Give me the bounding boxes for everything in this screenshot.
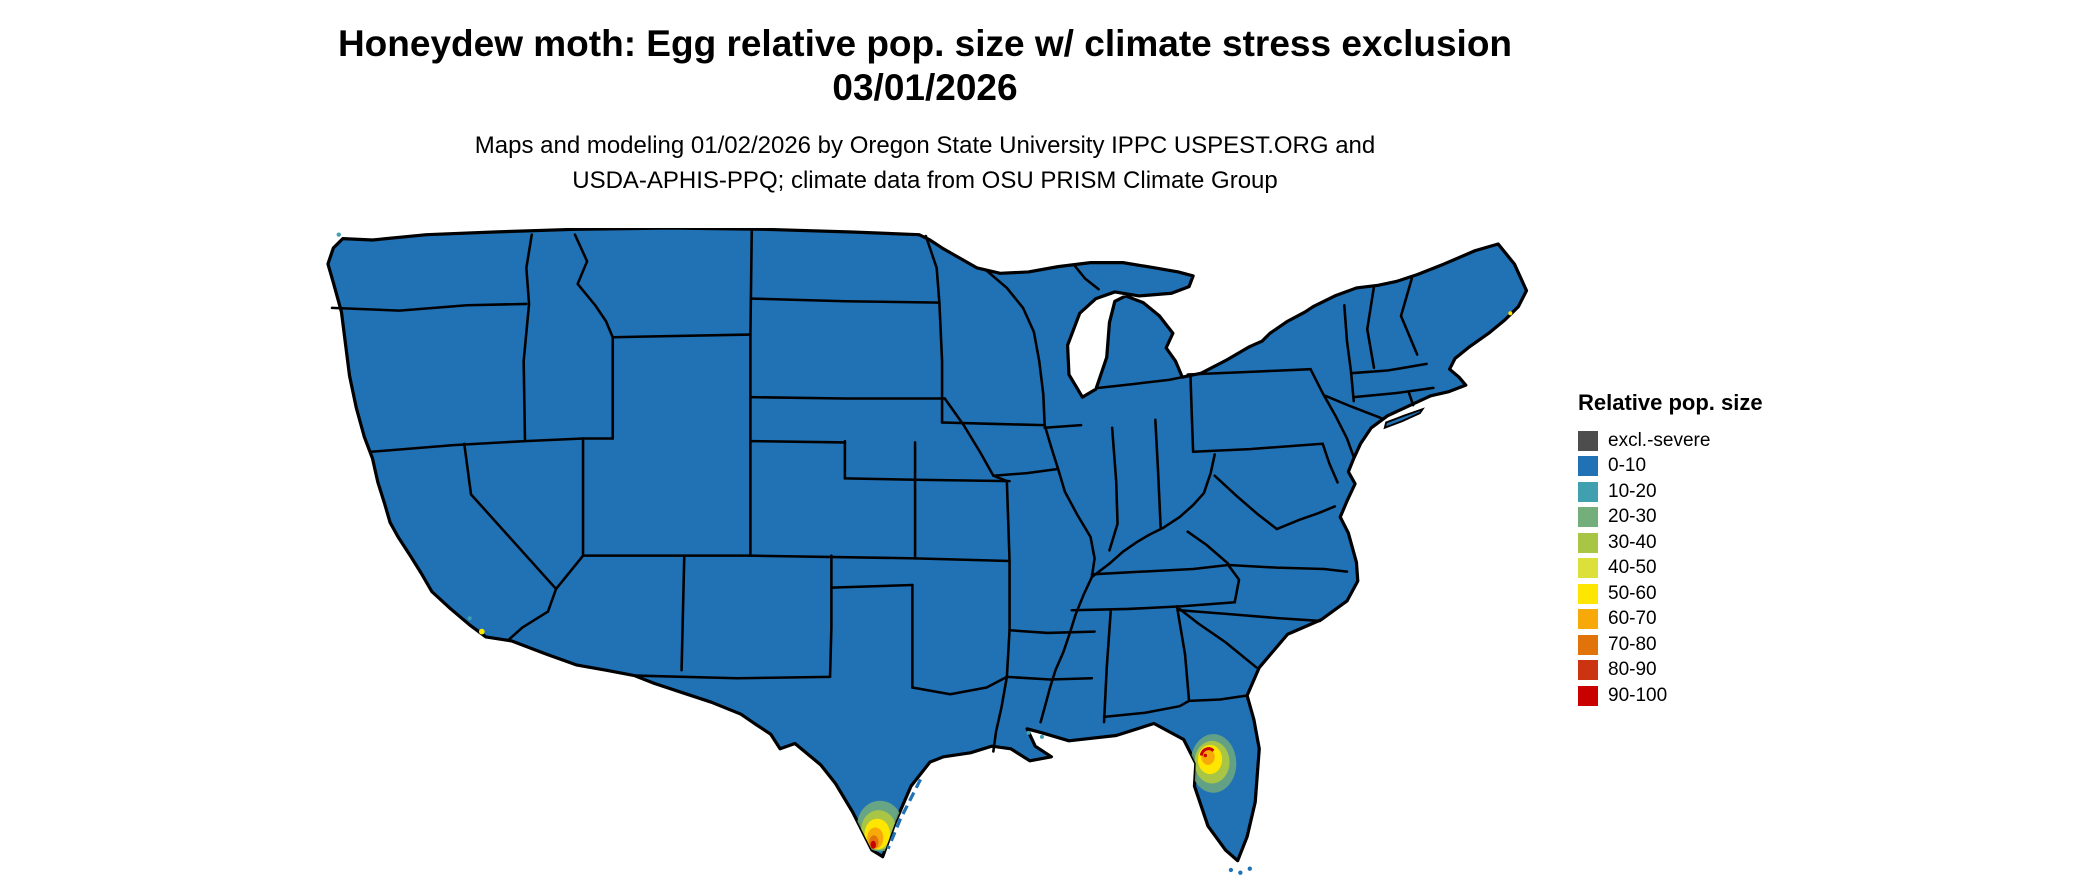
map-title-line1: Honeydew moth: Egg relative pop. size w/… <box>337 23 1513 64</box>
legend-item: 40-50 <box>1578 556 1763 582</box>
coastal-features <box>336 232 1513 875</box>
legend-swatch <box>1578 583 1598 604</box>
us-map-svg <box>326 228 1529 875</box>
us-landmass <box>326 228 1529 863</box>
legend-item-label: 10-20 <box>1608 480 1657 502</box>
legend-item-label: 90-100 <box>1608 684 1668 706</box>
legend-item: 60-70 <box>1578 607 1763 633</box>
header: Honeydew moth: Egg relative pop. size w/… <box>0 22 1850 198</box>
legend-swatch <box>1578 481 1598 502</box>
legend-item-label: 70-80 <box>1608 633 1657 655</box>
legend-item: 10-20 <box>1578 479 1763 505</box>
long-island <box>1383 407 1425 430</box>
legend-swatch <box>1578 532 1598 553</box>
legend-item-label: 0-10 <box>1608 455 1647 477</box>
legend-swatch <box>1578 634 1598 655</box>
legend-swatch <box>1578 456 1598 477</box>
legend-swatch <box>1578 430 1598 451</box>
map-subtitle-line1: Maps and modeling 01/02/2026 by Oregon S… <box>474 132 1376 159</box>
legend-item-label: 30-40 <box>1608 531 1657 553</box>
legend-item-label: 40-50 <box>1608 557 1657 579</box>
florida-keys <box>1228 866 1252 875</box>
legend-swatch <box>1578 507 1598 528</box>
us-map <box>305 228 1540 890</box>
legend-item: excl.-severe <box>1578 428 1763 454</box>
map-subtitle-line2: USDA-APHIS-PPQ; climate data from OSU PR… <box>572 167 1278 194</box>
legend: Relative pop. size excl.-severe 0-10 10-20… <box>1578 390 1763 709</box>
legend-swatch <box>1578 609 1598 630</box>
legend-item: 80-90 <box>1578 658 1763 684</box>
legend-item-label: 60-70 <box>1608 608 1657 630</box>
legend-item: 0-10 <box>1578 454 1763 480</box>
map-specks <box>336 232 1513 739</box>
legend-swatch <box>1578 685 1598 706</box>
legend-item-label: 50-60 <box>1608 582 1657 604</box>
legend-swatch <box>1578 558 1598 579</box>
hotspot-central-florida <box>1190 734 1237 793</box>
map-title-line2: 03/01/2026 <box>832 67 1018 108</box>
legend-title: Relative pop. size <box>1578 390 1763 415</box>
legend-item: 50-60 <box>1578 581 1763 607</box>
legend-item: 30-40 <box>1578 530 1763 556</box>
legend-item-label: 80-90 <box>1608 659 1657 681</box>
state-borders <box>330 229 1435 753</box>
legend-item-label: excl.-severe <box>1608 429 1711 451</box>
legend-item-label: 20-30 <box>1608 506 1657 528</box>
legend-item: 20-30 <box>1578 505 1763 531</box>
legend-swatch <box>1578 660 1598 681</box>
legend-items: excl.-severe 0-10 10-20 20-30 30-40 40-50 50-6… <box>1578 428 1763 709</box>
legend-item: 70-80 <box>1578 632 1763 658</box>
texas-barrier-islands <box>886 778 922 850</box>
legend-item: 90-100 <box>1578 683 1763 709</box>
map-subtitle: Maps and modeling 01/02/2026 by Oregon S… <box>0 128 1850 198</box>
